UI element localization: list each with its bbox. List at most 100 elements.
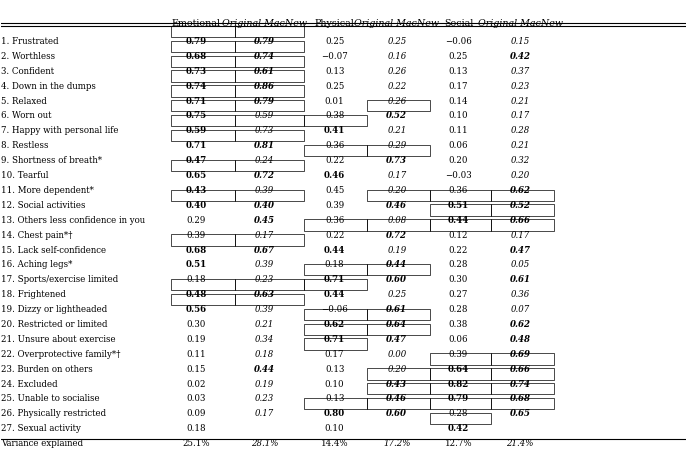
Text: 10. Tearful: 10. Tearful — [1, 171, 49, 180]
Text: Original MacNew: Original MacNew — [354, 20, 440, 29]
Text: 0.25: 0.25 — [325, 82, 344, 91]
Text: 0.15: 0.15 — [510, 37, 530, 46]
Text: 0.28: 0.28 — [449, 261, 469, 269]
Text: 0.48: 0.48 — [185, 290, 207, 299]
Text: 0.11: 0.11 — [187, 350, 206, 359]
Text: 0.72: 0.72 — [254, 171, 275, 180]
Text: 17. Sports/exercise limited: 17. Sports/exercise limited — [1, 275, 119, 284]
Text: 0.20: 0.20 — [510, 171, 530, 180]
Text: −0.06: −0.06 — [445, 37, 472, 46]
Text: 0.79: 0.79 — [448, 395, 469, 404]
Text: 0.19: 0.19 — [187, 335, 206, 344]
Text: 0.59: 0.59 — [185, 126, 207, 135]
Text: 16. Aching legs*: 16. Aching legs* — [1, 261, 73, 269]
Text: 0.21: 0.21 — [510, 141, 530, 150]
Text: 0.25: 0.25 — [325, 37, 344, 46]
Text: 0.59: 0.59 — [255, 112, 274, 120]
Text: 0.62: 0.62 — [510, 186, 530, 195]
Text: 0.19: 0.19 — [387, 246, 407, 255]
Text: 0.14: 0.14 — [449, 97, 469, 106]
Text: 0.52: 0.52 — [386, 112, 407, 120]
Text: 0.38: 0.38 — [449, 320, 468, 329]
Text: 18. Frightened: 18. Frightened — [1, 290, 66, 299]
Text: 0.81: 0.81 — [254, 141, 275, 150]
Text: Physical: Physical — [315, 20, 354, 29]
Text: Original MacNew: Original MacNew — [223, 20, 307, 29]
Text: 0.52: 0.52 — [510, 201, 530, 210]
Text: 0.22: 0.22 — [325, 231, 344, 240]
Text: 0.40: 0.40 — [254, 201, 275, 210]
Text: 0.17: 0.17 — [325, 350, 344, 359]
Text: 0.60: 0.60 — [386, 410, 407, 418]
Text: 0.79: 0.79 — [254, 37, 275, 46]
Text: 0.74: 0.74 — [254, 52, 275, 61]
Text: 0.60: 0.60 — [386, 275, 407, 284]
Text: 0.64: 0.64 — [448, 365, 469, 374]
Text: 0.12: 0.12 — [449, 231, 469, 240]
Text: 0.17: 0.17 — [387, 171, 407, 180]
Text: 0.32: 0.32 — [510, 156, 530, 165]
Text: Social: Social — [444, 20, 473, 29]
Text: 0.43: 0.43 — [386, 380, 407, 389]
Text: 0.41: 0.41 — [324, 126, 346, 135]
Text: 0.61: 0.61 — [386, 305, 407, 314]
Text: 0.79: 0.79 — [254, 97, 275, 106]
Text: 0.17: 0.17 — [449, 82, 469, 91]
Text: 7. Happy with personal life: 7. Happy with personal life — [1, 126, 119, 135]
Text: 0.23: 0.23 — [510, 82, 530, 91]
Text: 0.13: 0.13 — [449, 67, 468, 76]
Text: 21.4%: 21.4% — [506, 439, 534, 448]
Text: 0.80: 0.80 — [324, 410, 346, 418]
Text: 14. Chest pain*†: 14. Chest pain*† — [1, 231, 73, 240]
Text: 0.74: 0.74 — [510, 380, 530, 389]
Text: 0.39: 0.39 — [325, 201, 344, 210]
Text: 0.28: 0.28 — [510, 126, 530, 135]
Text: 0.23: 0.23 — [255, 275, 274, 284]
Text: 0.22: 0.22 — [325, 156, 344, 165]
Text: 0.26: 0.26 — [387, 97, 407, 106]
Text: 25.1%: 25.1% — [183, 439, 210, 448]
Text: −0.07: −0.07 — [322, 52, 348, 61]
Text: 0.19: 0.19 — [255, 380, 274, 389]
Text: 0.74: 0.74 — [185, 82, 207, 91]
Text: 0.13: 0.13 — [325, 365, 344, 374]
Text: 0.15: 0.15 — [187, 365, 206, 374]
Text: 0.69: 0.69 — [510, 350, 530, 359]
Text: 17.2%: 17.2% — [383, 439, 411, 448]
Text: 8. Restless: 8. Restless — [1, 141, 49, 150]
Text: 0.72: 0.72 — [386, 231, 407, 240]
Text: 0.30: 0.30 — [187, 320, 206, 329]
Text: 0.26: 0.26 — [387, 67, 407, 76]
Text: 0.25: 0.25 — [387, 290, 407, 299]
Text: 0.42: 0.42 — [510, 52, 530, 61]
Text: 0.21: 0.21 — [387, 126, 407, 135]
Text: 12.7%: 12.7% — [444, 439, 472, 448]
Text: 0.86: 0.86 — [254, 82, 275, 91]
Text: 0.23: 0.23 — [255, 395, 274, 404]
Text: 20. Restricted or limited: 20. Restricted or limited — [1, 320, 108, 329]
Text: 15. Lack self-confidence: 15. Lack self-confidence — [1, 246, 106, 255]
Text: 0.44: 0.44 — [324, 246, 346, 255]
Text: 0.17: 0.17 — [255, 410, 274, 418]
Text: 0.00: 0.00 — [387, 350, 407, 359]
Text: Variance explained: Variance explained — [1, 439, 84, 448]
Text: 0.18: 0.18 — [187, 424, 206, 433]
Text: 0.20: 0.20 — [387, 365, 407, 374]
Text: 0.39: 0.39 — [449, 350, 468, 359]
Text: 0.44: 0.44 — [254, 365, 275, 374]
Text: 25. Unable to socialise: 25. Unable to socialise — [1, 395, 100, 404]
Text: 0.36: 0.36 — [325, 141, 344, 150]
Text: 0.36: 0.36 — [325, 216, 344, 225]
Text: 5. Relaxed: 5. Relaxed — [1, 97, 47, 106]
Text: 0.37: 0.37 — [510, 67, 530, 76]
Text: 0.68: 0.68 — [185, 52, 207, 61]
Text: 0.06: 0.06 — [449, 141, 469, 150]
Text: 0.73: 0.73 — [386, 156, 407, 165]
Text: 0.79: 0.79 — [185, 37, 207, 46]
Text: 0.42: 0.42 — [448, 424, 469, 433]
Text: 0.25: 0.25 — [449, 52, 468, 61]
Text: 0.47: 0.47 — [185, 156, 207, 165]
Text: 0.71: 0.71 — [324, 335, 346, 344]
Text: 0.17: 0.17 — [255, 231, 274, 240]
Text: 0.48: 0.48 — [510, 335, 530, 344]
